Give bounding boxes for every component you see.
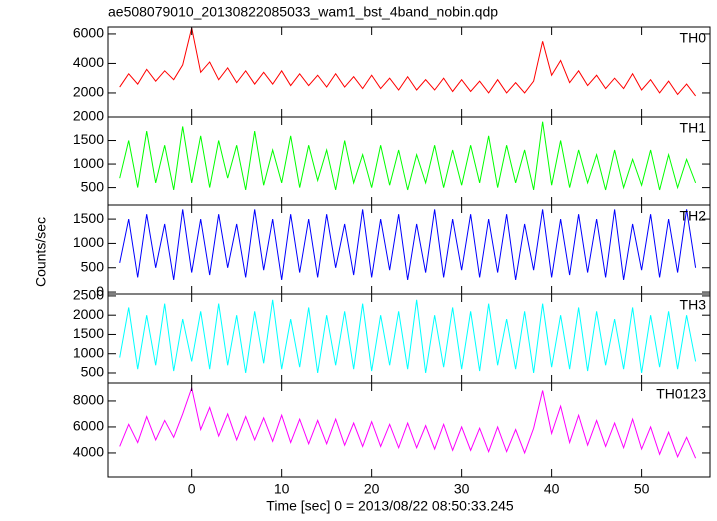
y-tick-label: 6000 [73,418,104,434]
y-tick-label: 1000 [73,234,104,250]
y-tick-label: 6000 [73,25,104,41]
y-tick-label: 500 [81,178,105,194]
y-tick-label: 1500 [73,131,104,147]
y-tick-label: 4000 [73,444,104,460]
panel-frame [107,26,711,118]
y-tick-label: 2000 [73,84,104,100]
panel-label: TH0123 [656,386,706,402]
panel-label: TH2 [680,208,707,224]
y-tick-label: 2000 [73,306,104,322]
panel-label: TH3 [680,297,707,313]
x-tick-label: 40 [544,481,560,497]
x-axis-label: Time [sec] 0 = 2013/08/22 08:50:33.245 [266,498,514,514]
y-tick-label: 8000 [73,392,104,408]
data-line [119,386,697,459]
data-line [119,299,697,374]
data-line [119,27,696,97]
x-tick-label: 20 [364,481,380,497]
panel-label: TH1 [680,120,707,136]
y-tick-label: 0 [96,283,104,299]
x-tick-label: 30 [454,481,470,497]
chart-title: ae508079010_20130822085033_wam1_bst_4ban… [108,4,498,20]
data-line [119,121,697,191]
panel-frame [107,382,711,478]
y-tick-label: 1500 [73,210,104,226]
y-tick-label: 1000 [73,155,104,171]
data-line [119,209,697,280]
y-tick-label: 4000 [73,54,104,70]
y-tick-label: 2000 [73,108,104,124]
panel-label: TH0 [680,30,707,46]
panel-frame [107,293,711,384]
x-tick-label: 50 [634,481,650,497]
panel-frame [107,116,711,206]
x-tick-label: 0 [188,481,196,497]
y-tick-label: 1500 [73,325,104,341]
y-axis-label: Counts/sec [33,217,49,287]
y-tick-label: 2500 [73,287,104,303]
x-tick-label: 10 [274,481,290,497]
y-tick-label: 500 [81,258,105,274]
y-tick-label: 1000 [73,344,104,360]
y-tick-label: 500 [81,364,105,380]
